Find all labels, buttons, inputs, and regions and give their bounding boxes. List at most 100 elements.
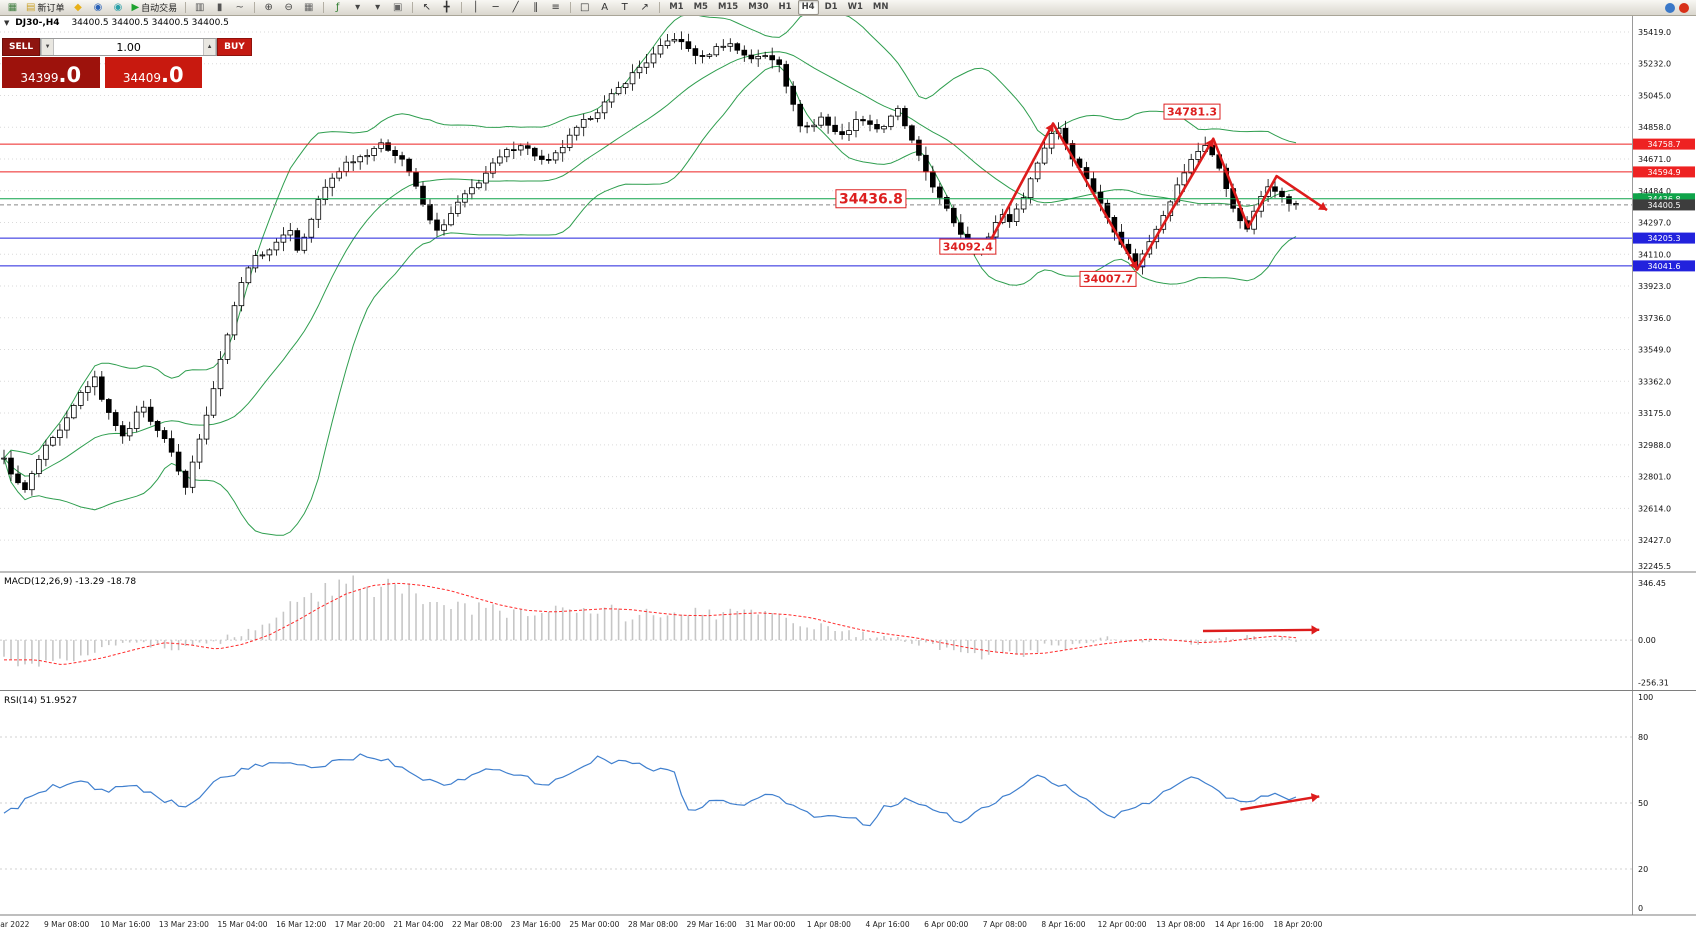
price-badge [1633,260,1695,272]
horizontal-line-icon[interactable]: ─ [486,0,505,16]
macd-axis-label: 346.45 [1638,579,1666,588]
rsi-axis-label: 20 [1638,865,1648,874]
shapes-icon-glyph: □ [579,1,590,13]
annotation-box[interactable] [1163,103,1221,120]
time-axis-label: 10 Mar 16:00 [100,920,150,929]
annotation-box[interactable] [1079,270,1137,287]
price-axis-label: 34110.0 [1638,250,1671,259]
timeframe-m15-button[interactable]: M15 [717,2,739,12]
shapes-icon[interactable]: □ [575,0,594,16]
time-axis-label: 8 Apr 16:00 [1041,920,1085,929]
fibonacci-icon[interactable]: ≡ [546,0,565,16]
annotation-box[interactable] [835,189,907,209]
time-axis-label: 31 Mar 00:00 [745,920,795,929]
vertical-line-icon[interactable]: │ [466,0,485,16]
rsi-axis-label: 0 [1638,904,1643,913]
channel-icon[interactable]: ∥ [526,0,545,16]
sell-price-display[interactable]: 34399.0 [2,57,100,88]
search-icon[interactable] [1665,2,1675,13]
indicators-icon-glyph: ƒ [335,1,340,13]
price-axis-label: 33362.0 [1638,377,1671,386]
price-axis-label: 33736.0 [1638,314,1671,323]
bar-chart-icon[interactable]: ▥ [190,0,209,16]
time-axis-label: 25 Mar 00:00 [569,920,619,929]
timeframe-mn-button[interactable]: MN [872,2,889,12]
rsi-panel-content [0,736,1632,870]
annotation-box[interactable] [939,238,997,255]
bollinger-lower-band [3,65,1297,536]
trendline-icon[interactable]: ╱ [506,0,525,16]
candlestick-chart-icon-glyph: ▮ [216,1,223,13]
bar-chart-icon-glyph: ▥ [194,1,205,13]
toolbar-separator [323,2,325,13]
price-axis-label: 34858.0 [1638,123,1671,132]
rsi-trend-arrow[interactable] [1240,795,1320,811]
time-axis-label: 22 Mar 08:00 [452,920,502,929]
timeframe-h1-button[interactable]: H1 [778,2,792,12]
macd-indicator-label: MACD(12,26,9) -13.29 -18.78 [4,577,137,587]
timeframe-button-group: M1 M5 M15 M30 H1 H4 D1 W1 MN [664,0,893,15]
sell-button[interactable]: SELL [2,38,41,56]
profile-icon-glyph: ◉ [93,1,103,13]
toolbar-separator [570,2,572,13]
trend-annotations[interactable] [984,122,1328,811]
new-chart-icon[interactable]: ▦ [3,0,22,16]
buy-price-display[interactable]: 34409.0 [104,57,202,88]
volume-increase-button[interactable]: ▲ [203,39,217,55]
arrowhead-icon [1318,202,1328,211]
tile-windows-icon[interactable]: ▦ [299,0,318,16]
annotation-text: 34092.4 [943,240,993,253]
time-axis-label: 23 Mar 16:00 [511,920,561,929]
rsi-axis-label: 100 [1638,693,1653,702]
profile-icon[interactable]: ◉ [88,0,107,16]
price-axis-label: 35045.0 [1638,91,1671,100]
price-badge-text: 34205.3 [1647,234,1680,243]
cursor-icon[interactable]: ↖ [417,0,436,16]
volume-decrease-button[interactable]: ▼ [41,39,55,55]
candlestick-series [1,31,1299,496]
one-click-collapse-icon[interactable]: ▼ [4,19,10,27]
macd-trend-arrow[interactable] [1202,628,1320,633]
arrow-tool-icon[interactable]: ↗ [635,0,654,16]
volume-input[interactable] [54,39,204,55]
crosshair-icon[interactable]: ╋ [437,0,456,16]
timeframe-m1-button[interactable]: M1 [669,2,684,12]
timeframe-w1-button[interactable]: W1 [847,2,863,12]
new-order-icon[interactable]: ▤ 新订单 [23,0,67,16]
community-icon-glyph: ◉ [113,1,123,13]
indicators-dropdown-icon[interactable]: ▾ [348,0,367,16]
timeframe-h4-button[interactable]: H4 [797,0,819,15]
zoom-in-icon[interactable]: ⊕ [259,0,278,16]
line-chart-icon[interactable]: ~ [230,0,249,16]
new-order-icon-label: 新订单 [37,4,65,14]
one-click-controls-row: SELL ▼ ▲ BUY [2,38,252,56]
buy-price-main: 34409 [122,71,162,85]
timeframe-m5-button[interactable]: M5 [693,2,708,12]
community-icon[interactable]: ◉ [108,0,127,16]
zoom-out-icon[interactable]: ⊖ [279,0,298,16]
notification-icon[interactable] [1679,2,1689,13]
main-grid [0,31,1632,541]
time-axis-label: 6 Apr 00:00 [924,920,968,929]
buy-button[interactable]: BUY [217,38,252,56]
text-icon[interactable]: A [595,0,614,16]
chart-symbol-period-label: DJ30-,H4 [15,18,60,28]
auto-trading-icon[interactable]: ▶ 自动交易 [128,0,180,16]
price-annotations[interactable]: 34781.3 34436.8 34092.4 34007.7 [835,103,1221,287]
timeframe-m30-button[interactable]: M30 [748,2,769,12]
label-icon[interactable]: T [615,0,634,16]
price-badge [1633,193,1695,205]
templates-icon[interactable]: ▣ [388,0,407,16]
zoom-out-icon-glyph: ⊖ [284,1,293,13]
price-axis-label: 34671.0 [1638,155,1671,164]
period-dropdown-icon[interactable]: ▾ [368,0,387,16]
timeframe-d1-button[interactable]: D1 [824,2,838,12]
favorites-icon[interactable]: ◆ [68,0,87,16]
price-badge-text: 34436.8 [1647,195,1680,204]
indicators-icon[interactable]: ƒ [328,0,347,16]
time-axis-label: 21 Mar 04:00 [393,920,443,929]
price-axis-label: 32427.0 [1638,536,1671,545]
time-axis-label: 4 Mar 2022 [0,920,30,929]
candlestick-chart-icon[interactable]: ▮ [210,0,229,16]
